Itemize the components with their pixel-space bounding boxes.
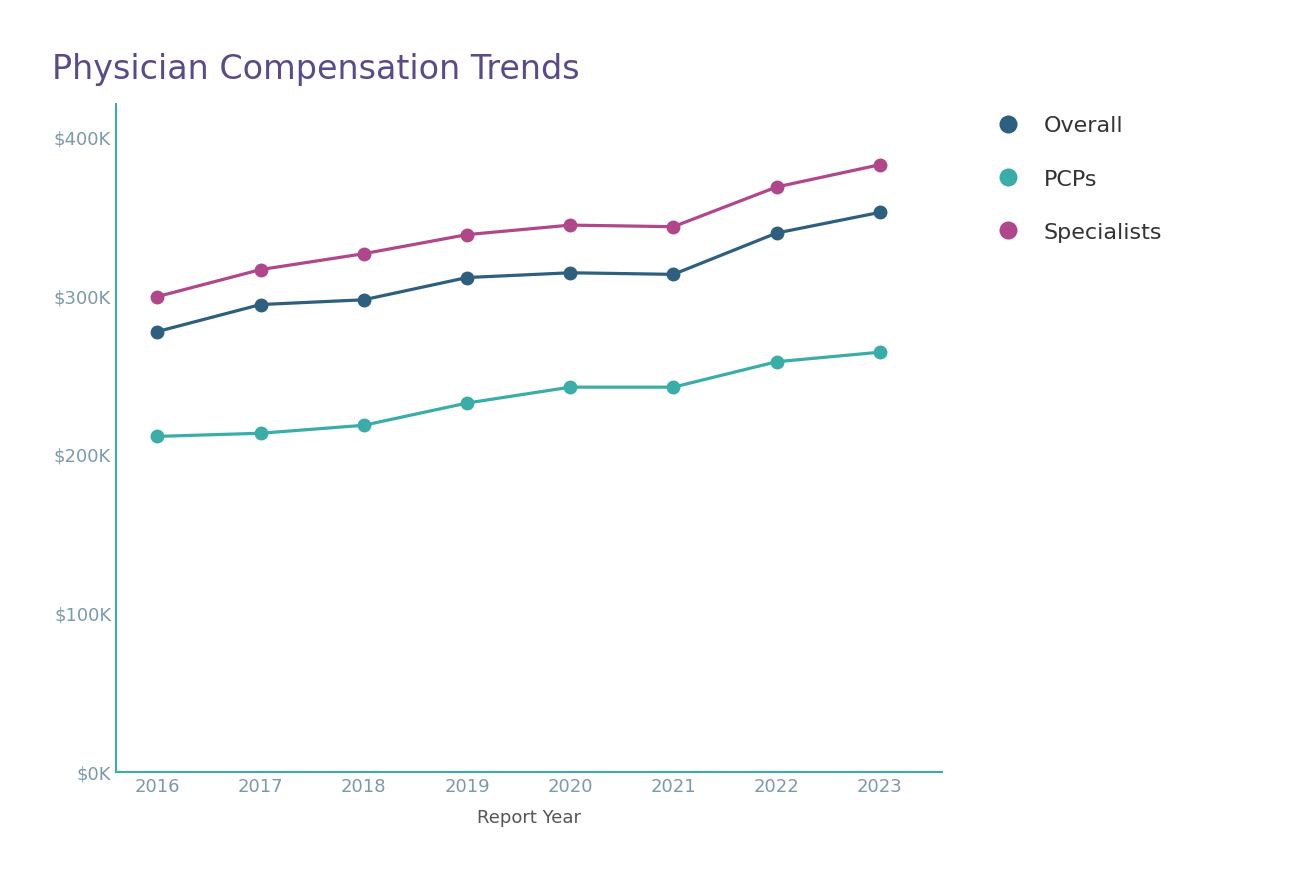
PCPs <box>150 431 165 442</box>
Specialists <box>872 160 888 171</box>
Line: Overall: Overall <box>151 207 886 339</box>
Overall <box>769 229 784 239</box>
Specialists <box>356 249 372 260</box>
Overall <box>253 300 268 310</box>
Specialists <box>666 222 681 232</box>
Overall <box>872 208 888 218</box>
Specialists <box>459 230 475 240</box>
PCPs <box>769 357 784 367</box>
Overall <box>459 273 475 283</box>
Specialists <box>562 221 578 232</box>
Overall <box>150 327 165 338</box>
Overall <box>562 268 578 279</box>
PCPs <box>666 382 681 393</box>
PCPs <box>356 421 372 431</box>
Line: PCPs: PCPs <box>151 346 886 443</box>
X-axis label: Report Year: Report Year <box>477 809 580 826</box>
Specialists <box>769 182 784 193</box>
Overall <box>666 270 681 281</box>
PCPs <box>562 382 578 393</box>
Line: Specialists: Specialists <box>151 160 886 303</box>
Legend: Overall, PCPs, Specialists: Overall, PCPs, Specialists <box>986 117 1162 243</box>
Overall <box>356 296 372 306</box>
Specialists <box>253 265 268 275</box>
Text: Physician Compensation Trends: Physician Compensation Trends <box>52 53 579 86</box>
PCPs <box>459 398 475 409</box>
PCPs <box>872 347 888 358</box>
PCPs <box>253 429 268 439</box>
Specialists <box>150 292 165 303</box>
